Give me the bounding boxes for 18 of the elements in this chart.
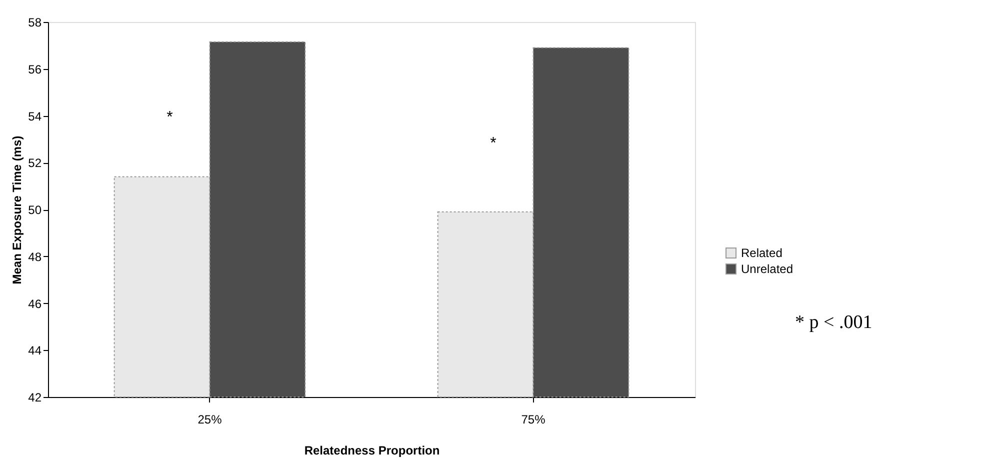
x-tick-label: 75% [521, 412, 546, 426]
text: * p < .001 [795, 312, 872, 333]
y-axis-title: Mean Exposure Time (ms) [10, 136, 24, 284]
legend-label: Unrelated [741, 262, 794, 276]
y-tick-label: 56 [28, 62, 42, 76]
y-tick-label: 44 [28, 344, 42, 358]
annotation: * [490, 134, 496, 152]
legend-label: Related [741, 246, 782, 260]
x-tick-label: 25% [198, 412, 222, 426]
y-tick-label: 58 [28, 16, 42, 30]
x-axis-title: Relatedness Proportion [304, 444, 440, 458]
y-tick-label: 48 [28, 250, 42, 264]
annotation: * [166, 109, 173, 126]
y-tick-label: 54 [28, 109, 42, 124]
y-tick-label: 52 [28, 156, 42, 170]
y-tick-label: 42 [28, 390, 42, 404]
y-tick-label: 46 [28, 296, 42, 311]
y-tick-label: 50 [28, 203, 42, 217]
